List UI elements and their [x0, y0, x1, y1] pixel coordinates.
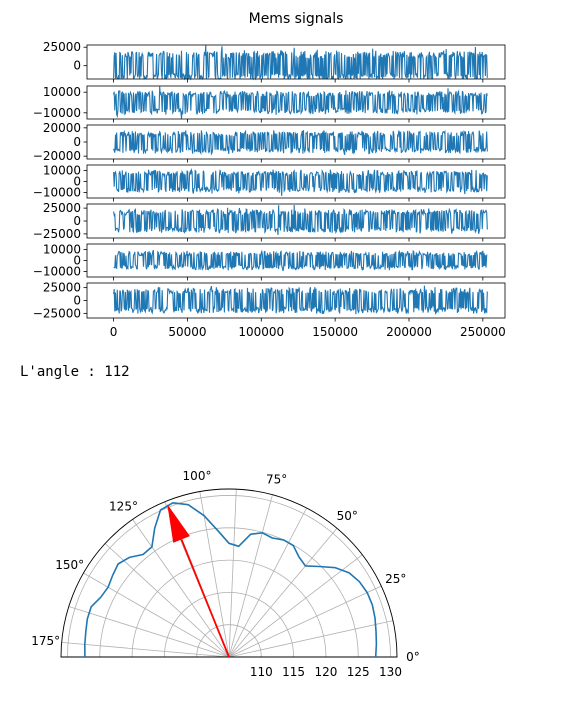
y-tick-label: 10000	[43, 243, 81, 257]
r-tick-label: 130	[379, 665, 402, 679]
theta-gridline	[132, 519, 230, 658]
signal-trace	[113, 129, 488, 156]
theta-gridline	[228, 494, 273, 658]
signal-trace	[113, 285, 488, 315]
chart-title: Mems signals	[249, 11, 344, 27]
direction-arrow-head	[167, 504, 190, 543]
theta-tick-label: 25°	[385, 572, 406, 586]
y-tick-label: 25000	[43, 281, 81, 295]
x-tick-label: 200000	[386, 325, 432, 339]
y-tick-label: −10000	[33, 106, 81, 120]
y-tick-label: 25000	[43, 201, 81, 215]
y-tick-label: 0	[73, 135, 81, 149]
signal-trace	[113, 249, 488, 272]
y-tick-label: −10000	[33, 265, 81, 279]
x-tick-label: 250000	[460, 325, 506, 339]
x-tick-label: 0	[110, 325, 118, 339]
y-tick-label: −25000	[33, 306, 81, 320]
r-gridline	[196, 624, 262, 658]
axes-frame	[86, 44, 506, 80]
y-tick-label: 0	[73, 59, 81, 73]
direction-arrow-shaft	[180, 539, 230, 658]
y-tick-label: −25000	[33, 227, 81, 241]
directivity-curve	[84, 502, 378, 658]
y-tick-label: 10000	[43, 85, 81, 99]
theta-tick-label: 50°	[337, 509, 358, 523]
theta-tick-label: 100°	[183, 469, 212, 483]
signal-trace	[113, 45, 488, 81]
y-tick-label: 0	[73, 175, 81, 189]
theta-gridline	[104, 543, 230, 658]
x-tick-label: 150000	[312, 325, 358, 339]
theta-gridline	[68, 606, 230, 658]
theta-gridline	[228, 489, 237, 658]
theta-tick-label: 150°	[55, 558, 84, 572]
y-tick-label: 10000	[43, 164, 81, 178]
theta-gridline	[228, 585, 382, 658]
theta-gridline	[228, 620, 394, 658]
r-tick-label: 110	[250, 665, 273, 679]
y-tick-label: −10000	[33, 186, 81, 200]
signal-trace	[113, 86, 488, 119]
theta-gridline	[228, 554, 363, 658]
axes-frame	[86, 85, 506, 120]
x-tick-label: 50000	[168, 325, 206, 339]
signal-trace	[113, 167, 488, 196]
angle-output-text: L'angle : 112	[20, 364, 130, 380]
r-tick-label: 115	[282, 665, 305, 679]
r-gridline	[99, 527, 359, 658]
y-tick-label: −20000	[33, 149, 81, 163]
theta-gridline	[228, 528, 338, 658]
r-gridline	[131, 559, 327, 658]
theta-gridline	[61, 642, 230, 658]
mems-signals-figure: Mems signals 025000−1000010000−200000200…	[33, 11, 506, 339]
y-tick-label: 0	[73, 294, 81, 308]
theta-gridline	[228, 507, 307, 658]
theta-tick-label: 175°	[31, 634, 60, 648]
signal-panel-1: 0 25000	[43, 40, 506, 83]
r-gridline	[67, 495, 391, 658]
signal-panel-2: −10000 10000	[33, 85, 506, 123]
theta-tick-label: 0°	[406, 650, 420, 664]
y-tick-label: 0	[73, 214, 81, 228]
signal-trace	[113, 204, 488, 235]
polar-frame	[60, 488, 398, 658]
r-gridline	[163, 592, 295, 658]
theta-tick-label: 125°	[109, 499, 138, 513]
y-tick-label: 20000	[43, 121, 81, 135]
r-tick-label: 120	[314, 665, 337, 679]
theta-gridline	[83, 572, 230, 658]
r-tick-label: 125	[347, 665, 370, 679]
theta-tick-label: 75°	[266, 472, 287, 486]
y-tick-label: 0	[73, 254, 81, 268]
x-tick-label: 100000	[238, 325, 284, 339]
polar-plot-figure: 0° 25° 50° 75° 100° 125° 150° 175° 110 115 120 125 1…	[31, 469, 420, 679]
theta-gridline	[199, 491, 230, 658]
y-tick-label: 25000	[43, 40, 81, 54]
